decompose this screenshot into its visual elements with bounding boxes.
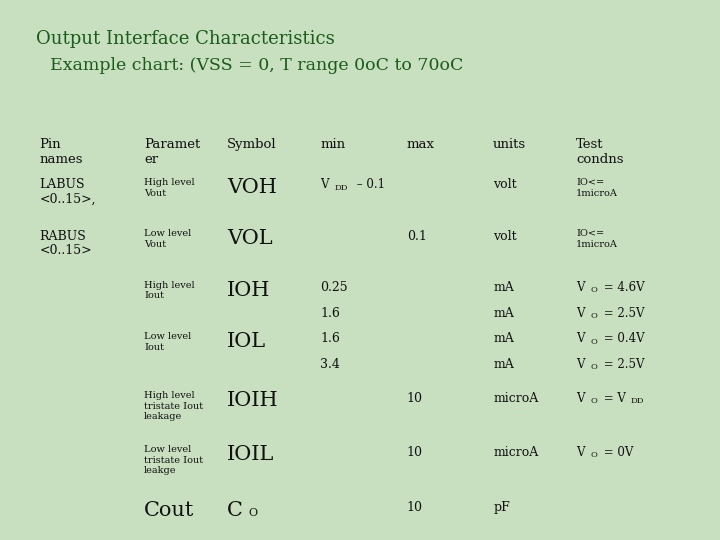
- Text: IOIH: IOIH: [227, 392, 279, 410]
- Text: O: O: [590, 451, 598, 459]
- Text: Low level
Iout: Low level Iout: [144, 332, 192, 352]
- Text: 10: 10: [407, 392, 423, 404]
- Text: Low level
tristate Iout
leakge: Low level tristate Iout leakge: [144, 446, 203, 475]
- Text: RABUS
<0..15>: RABUS <0..15>: [40, 230, 92, 258]
- Text: O: O: [590, 312, 598, 320]
- Text: V: V: [320, 178, 329, 191]
- Text: 1.6: 1.6: [320, 307, 341, 320]
- Text: IO<=
1microA: IO<= 1microA: [576, 178, 618, 198]
- Text: 3.4: 3.4: [320, 358, 341, 371]
- Text: LABUS
<0..15>,: LABUS <0..15>,: [40, 178, 96, 206]
- Text: DD: DD: [335, 184, 348, 192]
- Text: 1.6: 1.6: [320, 332, 341, 345]
- Text: 0.25: 0.25: [320, 281, 348, 294]
- Text: O: O: [590, 397, 598, 405]
- Text: VOL: VOL: [227, 230, 272, 248]
- Text: Test
condns: Test condns: [576, 138, 624, 166]
- Text: O: O: [590, 338, 598, 346]
- Text: V: V: [576, 307, 585, 320]
- Text: = 0.4V: = 0.4V: [600, 332, 645, 345]
- Text: 10: 10: [407, 501, 423, 514]
- Text: V: V: [576, 281, 585, 294]
- Text: – 0.1: – 0.1: [353, 178, 384, 191]
- Text: Paramet
er: Paramet er: [144, 138, 200, 166]
- Text: = 2.5V: = 2.5V: [600, 358, 645, 371]
- Text: C: C: [227, 501, 243, 520]
- Text: volt: volt: [493, 230, 517, 242]
- Text: O: O: [590, 286, 598, 294]
- Text: High level
tristate Iout
leakage: High level tristate Iout leakage: [144, 392, 203, 421]
- Text: 0.1: 0.1: [407, 230, 427, 242]
- Text: Cout: Cout: [144, 501, 194, 520]
- Text: Example chart: (VSS = 0, T range 0oC to 70oC: Example chart: (VSS = 0, T range 0oC to …: [50, 57, 464, 73]
- Text: High level
Iout: High level Iout: [144, 281, 194, 300]
- Text: mA: mA: [493, 358, 514, 371]
- Text: pF: pF: [493, 501, 510, 514]
- Text: IO<=
1microA: IO<= 1microA: [576, 230, 618, 249]
- Text: volt: volt: [493, 178, 517, 191]
- Text: units: units: [493, 138, 526, 151]
- Text: mA: mA: [493, 307, 514, 320]
- Text: V: V: [576, 392, 585, 404]
- Text: min: min: [320, 138, 346, 151]
- Text: Low level
Vout: Low level Vout: [144, 230, 192, 249]
- Text: max: max: [407, 138, 435, 151]
- Text: IOH: IOH: [227, 281, 270, 300]
- Text: DD: DD: [631, 397, 644, 405]
- Text: IOIL: IOIL: [227, 446, 274, 464]
- Text: mA: mA: [493, 332, 514, 345]
- Text: V: V: [576, 358, 585, 371]
- Text: VOH: VOH: [227, 178, 276, 197]
- Text: = V: = V: [600, 392, 626, 404]
- Text: O: O: [590, 363, 598, 372]
- Text: = 2.5V: = 2.5V: [600, 307, 645, 320]
- Text: V: V: [576, 332, 585, 345]
- Text: 10: 10: [407, 446, 423, 458]
- Text: Output Interface Characteristics: Output Interface Characteristics: [36, 30, 335, 48]
- Text: V: V: [576, 446, 585, 458]
- Text: IOL: IOL: [227, 332, 266, 351]
- Text: Pin
names: Pin names: [40, 138, 83, 166]
- Text: = 0V: = 0V: [600, 446, 634, 458]
- Text: = 4.6V: = 4.6V: [600, 281, 645, 294]
- Text: High level
Vout: High level Vout: [144, 178, 194, 198]
- Text: microA: microA: [493, 446, 539, 458]
- Text: O: O: [248, 508, 258, 518]
- Text: mA: mA: [493, 281, 514, 294]
- Text: microA: microA: [493, 392, 539, 404]
- Text: Symbol: Symbol: [227, 138, 276, 151]
